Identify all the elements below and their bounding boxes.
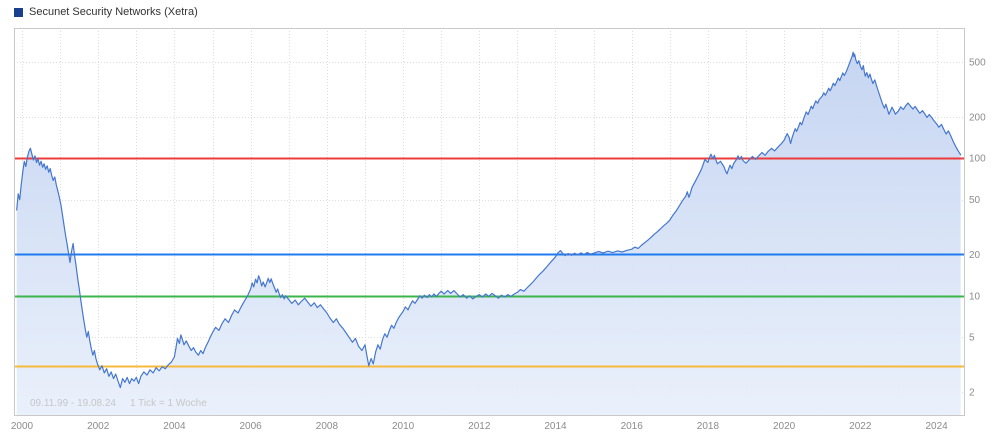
- y-tick-label-5: 5: [969, 333, 975, 344]
- x-tick-label-2010: 2010: [392, 421, 415, 432]
- y-tick-label-100: 100: [969, 154, 986, 165]
- watermark-tick-info: 1 Tick = 1 Woche: [130, 398, 207, 409]
- x-tick-label-2006: 2006: [239, 421, 262, 432]
- x-tick-label-2000: 2000: [11, 421, 34, 432]
- x-tick-label-2012: 2012: [468, 421, 491, 432]
- price-area-fill: [16, 52, 961, 415]
- watermark-date-range: 09.11.99 - 19.08.24: [30, 398, 116, 409]
- x-tick-label-2004: 2004: [163, 421, 186, 432]
- y-tick-label-50: 50: [969, 195, 981, 206]
- y-tick-label-10: 10: [969, 291, 981, 302]
- legend: Secunet Security Networks (Xetra): [14, 7, 198, 18]
- watermark-text: 09.11.99 - 19.08.24 1 Tick = 1 Woche: [30, 398, 207, 409]
- y-tick-label-200: 200: [969, 112, 986, 123]
- x-tick-label-2008: 2008: [316, 421, 339, 432]
- x-tick-label-2020: 2020: [773, 421, 796, 432]
- legend-marker-icon: [14, 8, 23, 17]
- x-tick-label-2022: 2022: [849, 421, 872, 432]
- y-tick-label-2: 2: [969, 388, 975, 399]
- x-tick-label-2024: 2024: [925, 421, 948, 432]
- legend-label: Secunet Security Networks (Xetra): [29, 6, 198, 18]
- x-tick-label-2016: 2016: [621, 421, 644, 432]
- x-tick-label-2018: 2018: [697, 421, 720, 432]
- price-line: [16, 51, 962, 389]
- x-tick-label-2002: 2002: [87, 421, 110, 432]
- x-tick-label-2014: 2014: [544, 421, 567, 432]
- plot-border: [14, 28, 965, 416]
- y-tick-label-20: 20: [969, 250, 981, 261]
- y-tick-label-500: 500: [969, 58, 986, 69]
